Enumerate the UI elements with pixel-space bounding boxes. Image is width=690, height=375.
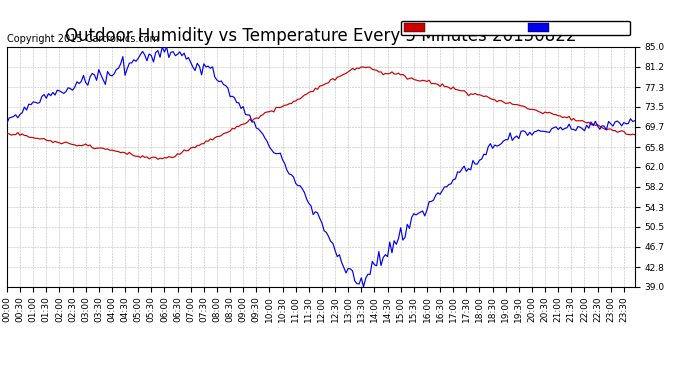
Text: Copyright 2015 Cartronics.com: Copyright 2015 Cartronics.com [7, 34, 159, 45]
Title: Outdoor Humidity vs Temperature Every 5 Minutes 20150822: Outdoor Humidity vs Temperature Every 5 … [65, 27, 577, 45]
Legend: Temperature  (°F), Humidity  (%): Temperature (°F), Humidity (%) [402, 21, 630, 36]
